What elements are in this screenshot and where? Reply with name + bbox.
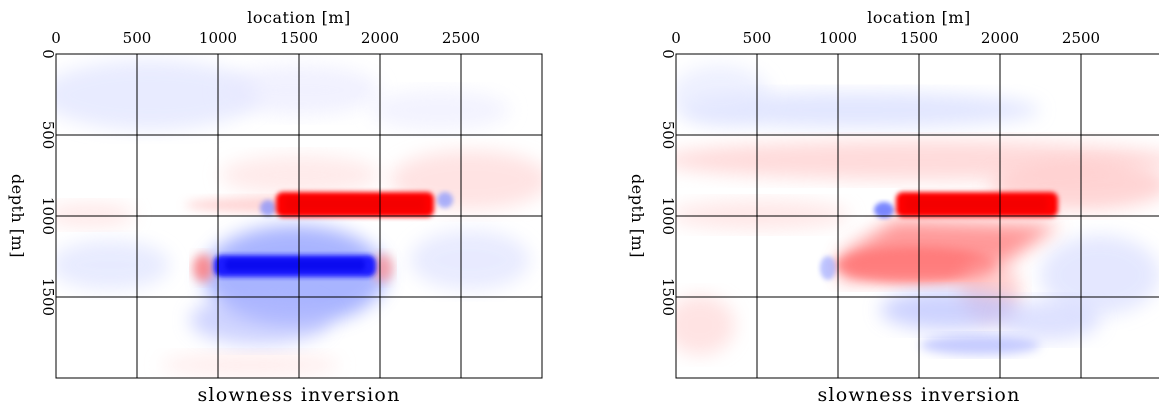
left-x-axis-label: location [m] <box>247 8 350 27</box>
left-x-tick: 2500 <box>442 29 480 47</box>
right-y-ticks: 0 500 1000 1500 <box>659 49 677 316</box>
left-y-axis-label: depth [m] <box>8 174 27 258</box>
right-x-tick: 2500 <box>1062 29 1100 47</box>
left-y-tick: 0 <box>39 49 57 59</box>
right-x-tick: 1000 <box>819 29 857 47</box>
right-caption: slowness inversion <box>817 384 1020 406</box>
right-x-tick: 500 <box>743 29 772 47</box>
left-y-tick: 1500 <box>39 278 57 316</box>
left-x-tick: 500 <box>123 29 152 47</box>
right-panel: location [m] 0 500 1000 1500 2000 2500 0… <box>628 8 1159 406</box>
left-x-tick: 1500 <box>280 29 318 47</box>
left-panel: location [m] 0 500 1000 1500 2000 2500 0… <box>8 8 543 406</box>
right-y-tick: 1500 <box>659 278 677 316</box>
right-x-tick: 2000 <box>981 29 1019 47</box>
left-x-tick: 0 <box>51 29 61 47</box>
right-x-ticks: 0 500 1000 1500 2000 2500 <box>671 29 1100 47</box>
left-x-ticks: 0 500 1000 1500 2000 2500 <box>51 29 480 47</box>
right-grid <box>675 53 1159 379</box>
right-y-tick: 500 <box>659 121 677 150</box>
left-y-ticks: 0 500 1000 1500 <box>39 49 57 316</box>
right-y-axis-label: depth [m] <box>628 174 647 258</box>
right-x-tick: 0 <box>671 29 681 47</box>
right-x-axis-label: location [m] <box>867 8 970 27</box>
right-y-tick: 0 <box>659 49 677 59</box>
left-grid <box>55 53 543 379</box>
left-x-tick: 1000 <box>199 29 237 47</box>
right-y-tick: 1000 <box>659 197 677 235</box>
left-caption: slowness inversion <box>197 384 400 406</box>
left-y-tick: 1000 <box>39 197 57 235</box>
left-y-tick: 500 <box>39 121 57 150</box>
right-x-tick: 1500 <box>900 29 938 47</box>
left-x-tick: 2000 <box>361 29 399 47</box>
